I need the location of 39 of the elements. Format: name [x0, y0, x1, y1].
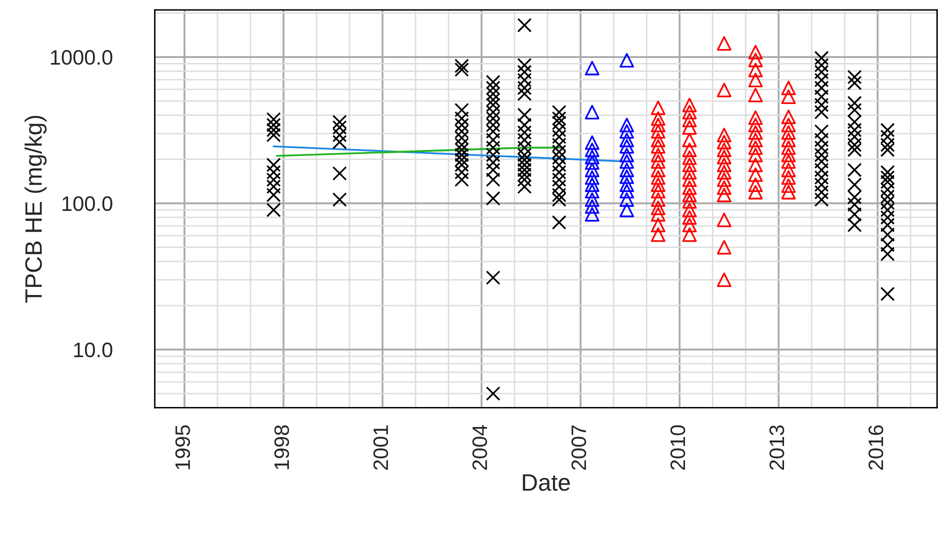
point [584, 170, 600, 185]
point [620, 118, 634, 132]
y-axis-title: TPCB HE (mg/kg) [24, 116, 47, 303]
point [584, 192, 600, 207]
point [620, 162, 634, 178]
point [620, 139, 634, 154]
point [584, 184, 600, 198]
y-tick-label: 10.0 [74, 342, 112, 358]
point [584, 207, 600, 222]
x-tick-label: 2016 [868, 425, 884, 470]
point [620, 169, 634, 184]
y-tick-label: 1000.0 [50, 50, 112, 65]
point [620, 202, 634, 218]
point [584, 135, 600, 150]
point [620, 177, 634, 192]
x-tick-label: 1995 [175, 425, 190, 470]
point [584, 162, 600, 178]
x-tick-label: 2001 [373, 425, 388, 470]
point [584, 199, 600, 214]
point [620, 148, 634, 162]
point [620, 53, 634, 68]
point [584, 155, 600, 170]
point [584, 104, 600, 120]
x-tick-label: 2013 [769, 425, 784, 470]
point [620, 132, 634, 148]
point [620, 124, 634, 139]
point [620, 184, 634, 198]
point [584, 177, 600, 192]
point [584, 150, 600, 164]
x-tick-label: 2007 [571, 425, 586, 470]
point [584, 60, 600, 76]
x-tick-label: 1998 [274, 425, 290, 470]
x-tick-label: 2004 [472, 425, 488, 470]
point [620, 192, 634, 207]
point [584, 142, 600, 158]
y-tick-label: 100.0 [62, 196, 112, 212]
x-tick-label: 2010 [670, 425, 686, 470]
x-axis-title: Date [522, 474, 570, 491]
point [620, 154, 634, 169]
